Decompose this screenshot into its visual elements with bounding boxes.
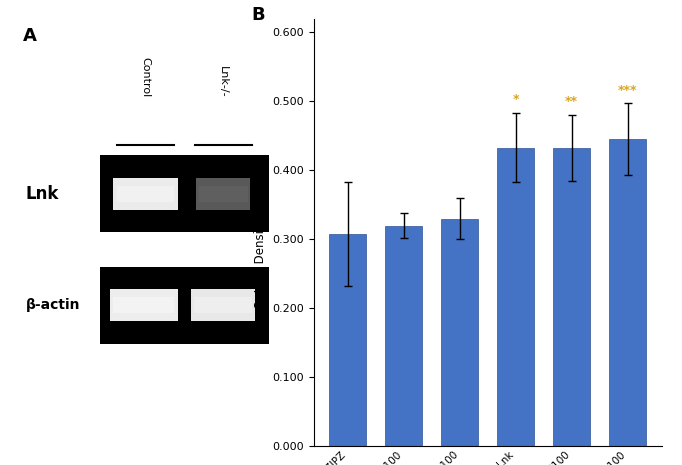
- Text: *: *: [512, 93, 519, 106]
- Bar: [385, 226, 422, 446]
- Bar: [609, 140, 646, 446]
- Bar: [329, 234, 366, 446]
- Bar: [113, 178, 178, 210]
- Bar: [117, 186, 175, 202]
- Text: **: **: [565, 95, 578, 108]
- Bar: [497, 147, 534, 446]
- Text: β-actin: β-actin: [25, 298, 80, 312]
- Y-axis label: Optical Density (OD) ratio: Optical Density (OD) ratio: [254, 156, 267, 309]
- Bar: [100, 267, 269, 344]
- Bar: [553, 148, 590, 446]
- Text: Control: Control: [140, 58, 151, 98]
- Text: B: B: [251, 6, 265, 24]
- Bar: [113, 297, 175, 313]
- Text: Lnk: Lnk: [25, 185, 59, 203]
- Text: Lnk-/-: Lnk-/-: [218, 66, 228, 98]
- Bar: [194, 297, 252, 313]
- Bar: [441, 219, 478, 446]
- Bar: [110, 289, 178, 321]
- Text: ***: ***: [618, 84, 637, 97]
- Text: A: A: [23, 27, 37, 45]
- Bar: [191, 289, 256, 321]
- Bar: [196, 178, 250, 210]
- Bar: [100, 155, 269, 232]
- Bar: [199, 186, 248, 202]
